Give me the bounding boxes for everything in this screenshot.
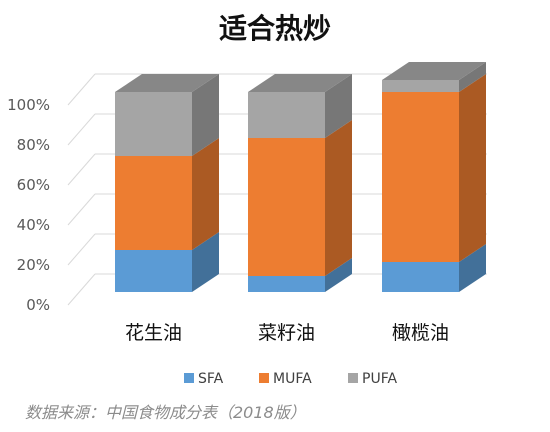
bar-side bbox=[192, 74, 219, 156]
bar-front bbox=[382, 80, 459, 92]
source-note: 数据来源：中国食物成分表（2018版） bbox=[25, 403, 306, 422]
legend-item-mufa: MUFA bbox=[259, 371, 312, 387]
bar-side bbox=[192, 138, 219, 250]
x-category-label: 橄榄油 bbox=[392, 322, 449, 344]
gridline-diag bbox=[67, 153, 96, 186]
bar-stack bbox=[248, 74, 352, 292]
bar-front bbox=[115, 92, 192, 156]
y-axis: 0% 20% 40% 60% 80% 100% bbox=[7, 96, 50, 314]
y-tick-label: 60% bbox=[17, 176, 50, 194]
bar-side bbox=[459, 62, 486, 92]
bar-top bbox=[248, 74, 352, 92]
legend-swatch bbox=[259, 373, 269, 383]
bar-top bbox=[382, 62, 486, 80]
gridline-diag bbox=[67, 113, 96, 146]
bar-side bbox=[459, 74, 486, 262]
bar-top bbox=[115, 74, 219, 92]
bar-front bbox=[115, 156, 192, 250]
x-category-label: 菜籽油 bbox=[258, 322, 315, 344]
bar-side bbox=[325, 120, 352, 276]
legend-label: SFA bbox=[198, 371, 224, 387]
bar-segment-mufa bbox=[248, 120, 352, 276]
bar-front bbox=[248, 276, 325, 292]
legend-swatch bbox=[348, 373, 358, 383]
legend: SFA MUFA PUFA bbox=[184, 371, 397, 387]
legend-label: PUFA bbox=[362, 371, 397, 387]
bar-side bbox=[192, 232, 219, 292]
bar-segment-sfa bbox=[382, 244, 486, 292]
bar-front bbox=[382, 262, 459, 292]
y-tick-label: 20% bbox=[17, 256, 50, 274]
bar-front bbox=[115, 250, 192, 292]
y-tick-label: 80% bbox=[17, 136, 50, 154]
gridline-diag bbox=[67, 273, 96, 306]
x-category-label: 花生油 bbox=[125, 322, 182, 344]
bar-segment-pufa bbox=[115, 74, 219, 156]
bar-segment-pufa bbox=[248, 74, 352, 138]
y-tick-label: 0% bbox=[26, 296, 50, 314]
bar-front bbox=[248, 92, 325, 138]
legend-label: MUFA bbox=[273, 371, 312, 387]
legend-item-sfa: SFA bbox=[184, 371, 224, 387]
chart-title: 适合热炒 bbox=[219, 12, 331, 45]
bars bbox=[115, 62, 486, 292]
bar-front bbox=[248, 138, 325, 276]
x-axis: 花生油 菜籽油 橄榄油 bbox=[125, 322, 449, 344]
bar-front bbox=[382, 92, 459, 262]
bar-side bbox=[459, 244, 486, 292]
bar-stack bbox=[115, 74, 219, 292]
y-tick-label: 40% bbox=[17, 216, 50, 234]
gridline-diag bbox=[67, 193, 96, 226]
gridline-diag bbox=[67, 73, 96, 106]
bar-side bbox=[325, 258, 352, 292]
bar-segment-sfa bbox=[115, 232, 219, 292]
gridline-diag bbox=[67, 233, 96, 266]
legend-item-pufa: PUFA bbox=[348, 371, 397, 387]
y-tick-label: 100% bbox=[7, 96, 50, 114]
bar-segment-mufa bbox=[382, 74, 486, 262]
bar-segment-pufa bbox=[382, 62, 486, 92]
bar-side bbox=[325, 74, 352, 138]
legend-swatch bbox=[184, 373, 194, 383]
bar-stack bbox=[382, 62, 486, 292]
bar-segment-sfa bbox=[248, 258, 352, 292]
bar-segment-mufa bbox=[115, 138, 219, 250]
